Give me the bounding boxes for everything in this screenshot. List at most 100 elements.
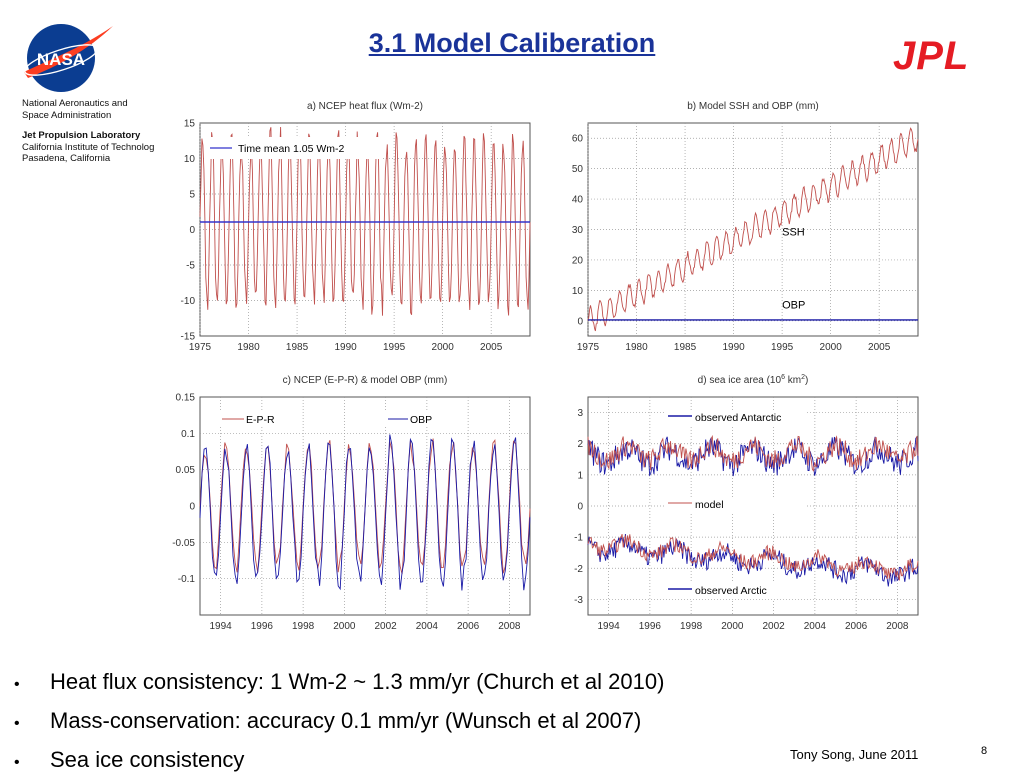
nasa-logo: NASA: [24, 24, 113, 92]
y-tick-label: 3: [577, 408, 583, 419]
x-tick-label: 2000: [333, 621, 356, 632]
legend-box: [666, 497, 806, 513]
annotation-obp: OBP: [782, 300, 805, 312]
legend-box: [666, 410, 806, 426]
x-tick-label: 2004: [804, 621, 827, 632]
org-line: California Institute of Technolog: [22, 141, 155, 153]
y-tick-label: 10: [184, 154, 196, 165]
bullet-item: • Sea ice consistency: [14, 742, 664, 781]
y-tick-label: 40: [572, 195, 584, 206]
legend-label: model: [695, 499, 724, 511]
slide-title: 3.1 Model Caliberation: [368, 28, 656, 58]
legend-box: [385, 411, 445, 427]
chart-title: d) sea ice area (106 km2): [698, 374, 809, 386]
x-tick-label: 2006: [457, 621, 480, 632]
bullet-icon: •: [14, 676, 20, 693]
chart-title: c) NCEP (E-P-R) & model OBP (mm): [283, 375, 448, 386]
series-line-4: [587, 534, 919, 581]
bullet-text: Sea ice consistency: [50, 747, 245, 772]
y-tick-label: 0.15: [176, 393, 196, 404]
y-tick-label: 1: [577, 470, 583, 481]
y-tick-label: 15: [184, 119, 196, 130]
x-tick-label: 1995: [771, 342, 794, 353]
x-tick-label: 2000: [721, 621, 744, 632]
chart-panel-1: a) NCEP heat flux (Wm-2) 1975 1980 1985 1990…: [181, 101, 531, 353]
x-tick-label: 1998: [292, 621, 315, 632]
footer-author: Tony Song, June 2011: [790, 747, 919, 762]
x-tick-label: 1980: [625, 342, 648, 353]
y-tick-label: -10: [181, 296, 196, 307]
y-tick-label: 0.1: [181, 429, 195, 440]
x-tick-label: 2002: [763, 621, 786, 632]
legend-box: [220, 411, 298, 427]
bullet-icon: •: [14, 754, 20, 771]
x-tick-label: 1996: [639, 621, 662, 632]
x-tick-label: 1985: [674, 342, 697, 353]
page-number: 8: [981, 745, 988, 757]
series-line-1: [199, 126, 531, 316]
series-line-2: [587, 434, 919, 472]
legend-box: [666, 583, 806, 599]
y-tick-label: 30: [572, 225, 584, 236]
legend-label: Time mean 1.05 Wm-2: [238, 143, 345, 155]
x-tick-label: 1980: [237, 342, 260, 353]
x-tick-label: 2005: [868, 342, 891, 353]
chart-panel-2: b) Model SSH and OBP (mm) 1975 1980 1985 199…: [572, 101, 919, 353]
series-line-1: [587, 127, 919, 332]
x-tick-label: 2005: [480, 342, 503, 353]
series-line-1: [587, 435, 919, 477]
x-tick-label: 1990: [334, 342, 357, 353]
y-tick-label: -0.05: [172, 538, 195, 549]
org-line: Jet Propulsion Laboratory: [22, 130, 141, 141]
bullet-text: Mass-conservation: accuracy 0.1 mm/yr (W…: [50, 708, 642, 733]
org-line: National Aeronautics and: [22, 98, 128, 109]
legend-label: observed Arctic: [695, 585, 767, 597]
y-tick-label: 0.05: [176, 465, 196, 476]
org-line: Pasadena, California: [22, 153, 111, 164]
y-tick-label: -15: [181, 332, 196, 343]
y-tick-label: 0: [577, 502, 583, 513]
y-tick-label: 5: [189, 190, 195, 201]
bullet-text: Heat flux consistency: 1 Wm-2 ~ 1.3 mm/y…: [50, 669, 665, 694]
x-tick-label: 1994: [210, 621, 233, 632]
bullet-icon: •: [14, 715, 20, 732]
chart-title: a) NCEP heat flux (Wm-2): [307, 101, 423, 112]
nasa-logo-text: NASA: [37, 50, 85, 69]
y-tick-label: -5: [186, 261, 195, 272]
bullet-list: • Heat flux consistency: 1 Wm-2 ~ 1.3 mm/…: [14, 664, 664, 781]
x-tick-label: 1985: [286, 342, 309, 353]
chart-panel-4: d) sea ice area (106 km2) 1994 1996 1998 200…: [574, 374, 919, 632]
x-tick-label: 1998: [680, 621, 703, 632]
series-line-2: [199, 434, 531, 591]
chart-figure: a) NCEP heat flux (Wm-2) 1975 1980 1985 1990…: [172, 101, 919, 632]
x-tick-label: 1975: [189, 342, 212, 353]
bullet-item: • Heat flux consistency: 1 Wm-2 ~ 1.3 mm/…: [14, 664, 664, 703]
y-tick-label: 0: [189, 502, 195, 513]
x-tick-label: 1995: [383, 342, 406, 353]
x-tick-label: 2000: [432, 342, 455, 353]
x-tick-label: 2004: [416, 621, 439, 632]
organization-block: National Aeronautics and Space Administr…: [22, 98, 154, 165]
x-tick-label: 1994: [598, 621, 621, 632]
legend-label: observed Antarctic: [695, 412, 781, 424]
y-tick-label: 20: [572, 255, 584, 266]
chart-panel-3: c) NCEP (E-P-R) & model OBP (mm) 1994 1996…: [172, 375, 531, 632]
chart-title: b) Model SSH and OBP (mm): [687, 101, 819, 112]
y-tick-label: 0: [577, 316, 583, 327]
x-tick-label: 2006: [845, 621, 868, 632]
y-tick-label: 2: [577, 439, 583, 450]
x-tick-label: 2002: [375, 621, 398, 632]
org-line: Space Administration: [22, 109, 112, 121]
legend-label: OBP: [410, 414, 432, 426]
y-tick-label: 0: [189, 225, 195, 236]
x-tick-label: 1975: [577, 342, 600, 353]
y-tick-label: 50: [572, 164, 584, 175]
y-tick-label: -2: [574, 564, 583, 575]
y-tick-label: -1: [574, 533, 583, 544]
y-tick-label: 10: [572, 286, 584, 297]
y-tick-label: -3: [574, 595, 583, 606]
y-tick-label: -0.1: [178, 574, 196, 585]
x-tick-label: 1996: [251, 621, 274, 632]
y-tick-label: 60: [572, 134, 584, 145]
x-tick-label: 2008: [886, 621, 909, 632]
